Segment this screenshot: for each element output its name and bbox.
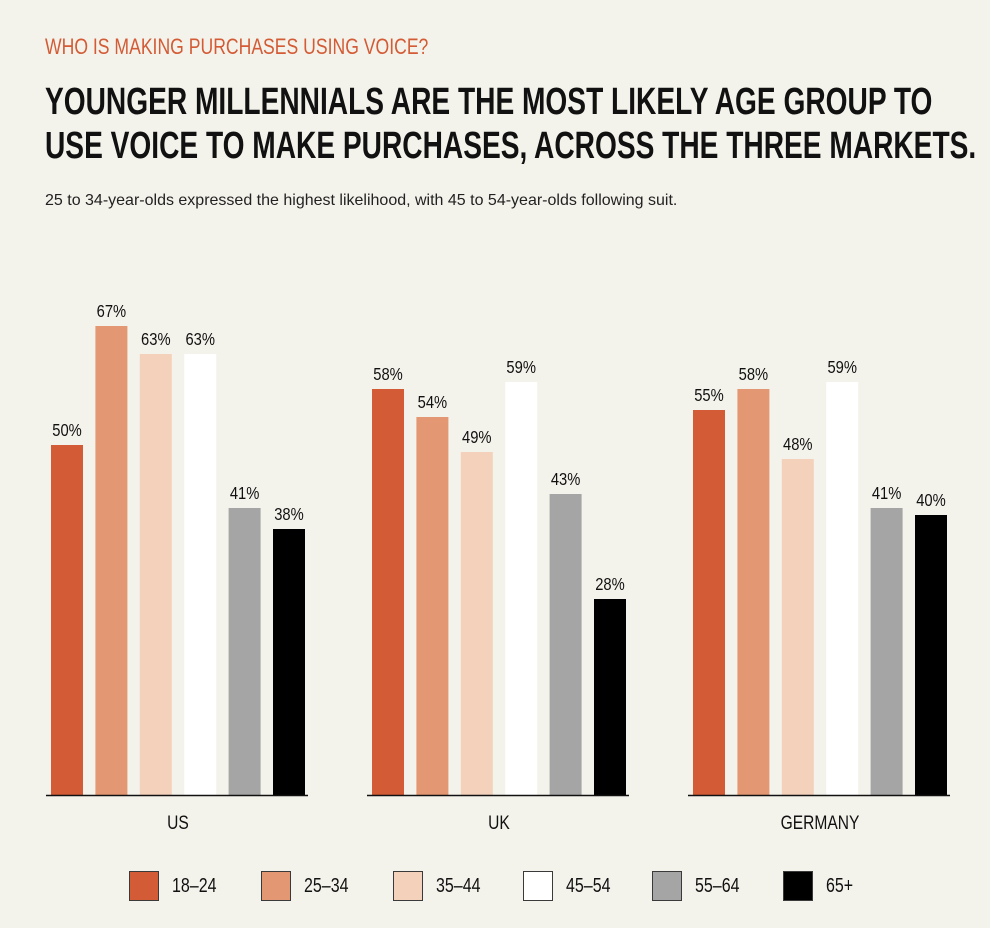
bar-germany-3 xyxy=(826,382,859,795)
bar-us-0 xyxy=(51,445,83,795)
data-label: 59% xyxy=(827,358,857,378)
bar-uk-5 xyxy=(594,599,626,795)
kicker-text: WHO IS MAKING PURCHASES USING VOICE? xyxy=(45,34,429,59)
bar-us-5 xyxy=(273,529,305,795)
legend-label: 55–64 xyxy=(695,874,740,897)
bar-uk-0 xyxy=(372,389,404,795)
bar-uk-4 xyxy=(549,494,582,795)
headline-line-2: USE VOICE TO MAKE PURCHASES, ACROSS THE … xyxy=(45,125,977,167)
data-label: 41% xyxy=(230,484,260,504)
legend-label: 65+ xyxy=(826,874,854,897)
data-label: 58% xyxy=(739,365,769,385)
data-label: 55% xyxy=(694,386,724,406)
legend-swatch xyxy=(783,871,813,901)
subtitle: 25 to 34-year-olds expressed the highest… xyxy=(45,192,678,209)
data-label: 43% xyxy=(551,470,581,490)
category-label: GERMANY xyxy=(781,812,860,834)
bar-germany-0 xyxy=(693,410,725,795)
data-label: 40% xyxy=(916,491,946,511)
legend-item: 65+ xyxy=(783,871,860,901)
legend-item: 35–44 xyxy=(393,871,492,901)
legend-swatch xyxy=(393,871,423,901)
data-label: 41% xyxy=(872,484,902,504)
bar-germany-5 xyxy=(915,515,947,795)
bar-uk-2 xyxy=(460,452,493,795)
bar-us-2 xyxy=(139,354,172,795)
headline: YOUNGER MILLENNIALS ARE THE MOST LIKELY … xyxy=(45,80,990,168)
data-label: 54% xyxy=(418,393,448,413)
data-label: 49% xyxy=(462,428,492,448)
data-label: 67% xyxy=(97,302,127,322)
bar-us-1 xyxy=(95,326,128,795)
legend-item: 45–54 xyxy=(523,871,622,901)
legend-label: 35–44 xyxy=(436,874,481,897)
data-label: 48% xyxy=(783,435,813,455)
legend-label: 45–54 xyxy=(566,874,611,897)
bar-germany-1 xyxy=(737,389,770,795)
category-label: US xyxy=(167,812,189,834)
bar-chart: 50% 67% 63% 63% 41% 38% US 58% 54% 49% 59% 43% 28% UK… xyxy=(46,302,950,834)
bar-germany-2 xyxy=(781,459,814,795)
bar-uk-3 xyxy=(505,382,538,795)
bar-us-4 xyxy=(228,508,261,795)
data-label: 63% xyxy=(185,330,215,350)
bar-germany-4 xyxy=(870,508,903,795)
legend-item: 25–34 xyxy=(261,871,360,901)
headline-line-1: YOUNGER MILLENNIALS ARE THE MOST LIKELY … xyxy=(45,81,933,123)
data-label: 50% xyxy=(52,421,82,441)
legend-swatch xyxy=(129,871,159,901)
data-label: 38% xyxy=(274,505,304,525)
legend-item: 55–64 xyxy=(652,871,751,901)
legend-swatch xyxy=(523,871,553,901)
kicker: WHO IS MAKING PURCHASES USING VOICE? xyxy=(45,34,524,60)
data-label: 58% xyxy=(373,365,403,385)
bar-us-3 xyxy=(184,354,217,795)
legend-swatch xyxy=(652,871,682,901)
legend-label: 18–24 xyxy=(172,874,217,897)
legend-label: 25–34 xyxy=(304,874,349,897)
bar-uk-1 xyxy=(416,417,449,795)
legend: 18–24 25–34 35–44 45–54 55–64 65+ xyxy=(0,871,990,903)
legend-item: 18–24 xyxy=(129,871,228,901)
data-label: 59% xyxy=(506,358,536,378)
legend-swatch xyxy=(261,871,291,901)
data-label: 63% xyxy=(141,330,171,350)
category-label: UK xyxy=(488,812,510,834)
data-label: 28% xyxy=(595,575,625,595)
